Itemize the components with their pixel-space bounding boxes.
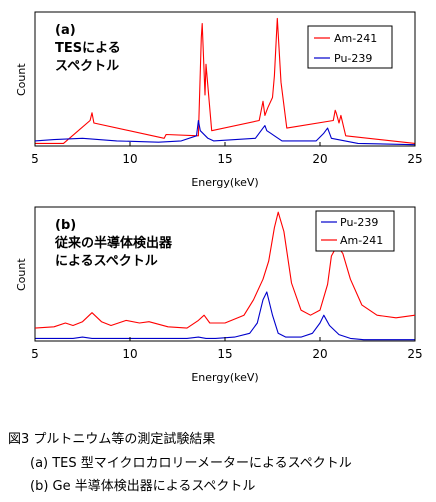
series-line-pu239-b <box>35 291 415 341</box>
chart-b: 5 10 15 20 25 (b) 従来の半導体検出器 によるスペクトル Count E… <box>15 206 423 384</box>
legend-label-am241-a: Am-241 <box>334 32 377 45</box>
y-axis-label-b: Count <box>15 258 28 291</box>
chart-a: 5 10 15 20 25 (a) TESによる スペクトル Count Energy(… <box>15 11 423 189</box>
legend-box-b <box>315 210 395 252</box>
x-tick-label-a: 20 <box>312 152 327 166</box>
x-tick-label-b: 5 <box>31 347 39 361</box>
legend-label-pu239-a: Pu-239 <box>334 52 372 65</box>
x-tick-label-a: 25 <box>407 152 422 166</box>
legend-box-a <box>307 25 393 69</box>
x-tick-label-a: 5 <box>31 152 39 166</box>
x-axis-label-b: Energy(keV) <box>191 371 258 384</box>
x-tick-label-b: 25 <box>407 347 422 361</box>
panel-label-a: (a) <box>55 23 76 38</box>
x-tick-label-b: 15 <box>217 347 232 361</box>
legend-a: Am-241 Pu-239 <box>307 25 393 69</box>
legend-label-pu239-b: Pu-239 <box>340 216 378 229</box>
x-tick-label-a: 10 <box>122 152 137 166</box>
x-tick-label-a: 15 <box>217 152 232 166</box>
x-tick-label-b: 20 <box>312 347 327 361</box>
legend-label-am241-b: Am-241 <box>340 234 383 247</box>
x-tick-label-b: 10 <box>122 347 137 361</box>
annotation-a-line1: TESによる <box>55 41 121 56</box>
y-axis-label-a: Count <box>15 63 28 96</box>
legend-b: Pu-239 Am-241 <box>315 210 395 252</box>
series-line-am241-a <box>35 17 416 144</box>
annotation-a-line2: スペクトル <box>55 59 119 74</box>
series-line-pu239-a <box>34 119 416 146</box>
panel-label-b: (b) <box>55 218 76 233</box>
annotation-b-line1: 従来の半導体検出器 <box>54 235 173 251</box>
annotation-b-line2: によるスペクトル <box>55 254 158 269</box>
figure-caption-title: 図3 プルトニウム等の測定試験結果 <box>8 432 216 447</box>
x-axis-label-a: Energy(keV) <box>191 176 258 189</box>
figure-caption-b: (b) Ge 半導体検出器によるスペクトル <box>30 479 256 494</box>
figure-caption-a: (a) TES 型マイクロカロリーメーターによるスペクトル <box>30 456 352 471</box>
